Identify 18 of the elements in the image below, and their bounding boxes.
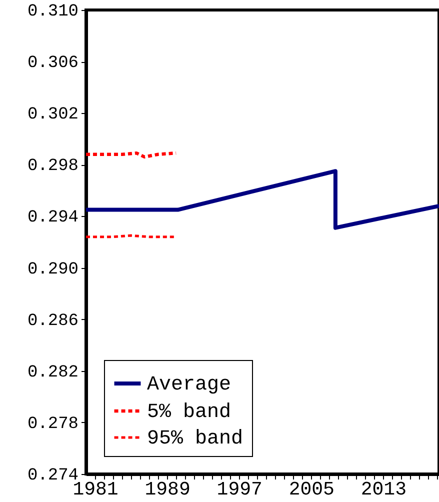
x-tick-label: 2013 bbox=[360, 478, 406, 500]
legend-label: 95% band bbox=[147, 428, 244, 450]
x-tick-label: 1981 bbox=[72, 478, 118, 500]
y-tick-label: 0.302 bbox=[27, 106, 78, 125]
x-tick-label: 1997 bbox=[216, 478, 262, 500]
y-tick-label: 0.282 bbox=[27, 363, 78, 382]
y-tick-label: 0.310 bbox=[27, 2, 78, 22]
y-tick-label: 0.294 bbox=[27, 208, 78, 228]
legend-label: 5% band bbox=[147, 401, 232, 424]
y-tick-label: 0.278 bbox=[27, 414, 78, 434]
y-tick-label: 0.290 bbox=[27, 260, 78, 280]
x-tick-label: 1989 bbox=[144, 478, 190, 500]
y-tick-label: 0.286 bbox=[27, 312, 78, 331]
y-tick-label: 0.298 bbox=[27, 157, 78, 176]
line-series bbox=[86, 169, 439, 230]
x-tick-label: 2005 bbox=[288, 478, 334, 500]
y-tick-label: 0.306 bbox=[27, 54, 78, 74]
legend-label: Average bbox=[147, 374, 232, 396]
